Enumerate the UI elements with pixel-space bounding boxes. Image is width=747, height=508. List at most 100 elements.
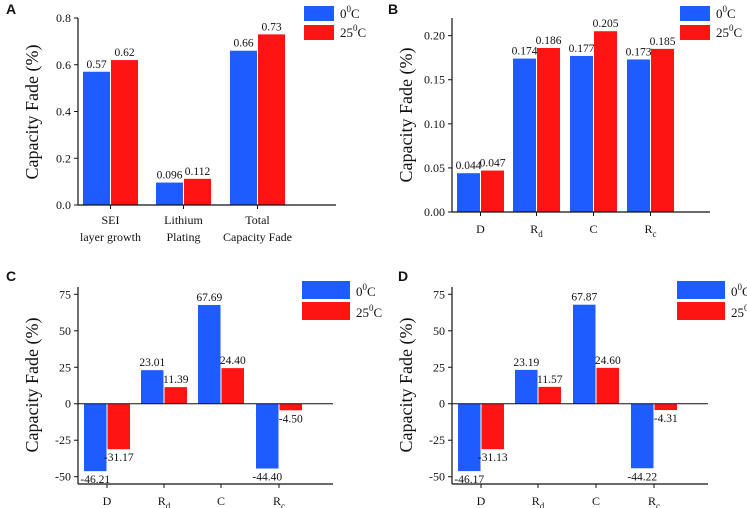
legend-swatch-0 xyxy=(302,281,350,299)
y-tick-label: 0.4 xyxy=(56,105,71,119)
data-label: 0.174 xyxy=(512,46,538,58)
legend-swatch-1 xyxy=(680,25,710,40)
y-tick-label: 0.00 xyxy=(424,205,445,219)
data-label: -44.22 xyxy=(627,471,657,483)
y-tick-label: 0.20 xyxy=(424,29,445,43)
x-tick-label: Rc xyxy=(644,222,656,239)
data-label: 0.57 xyxy=(86,59,106,71)
data-label: 0.112 xyxy=(185,166,211,178)
chart-panel-a: A Capacity Fade (%) 0.0 0.2 0.4 0.6 0.8 0.57 0.0… xyxy=(6,1,366,244)
y-tick-label: -50 xyxy=(55,470,71,484)
y-tick-label: 0.0 xyxy=(56,198,71,212)
legend-swatch-0 xyxy=(680,6,710,21)
bar-s0-3 xyxy=(627,59,650,213)
bar-s0-2 xyxy=(570,55,593,212)
data-label: 67.87 xyxy=(571,292,597,304)
data-label: 0.205 xyxy=(593,18,619,30)
data-label: 0.047 xyxy=(480,158,506,170)
legend-swatch-1 xyxy=(304,25,334,40)
data-label: 0.62 xyxy=(114,47,134,59)
bar-s0-0 xyxy=(83,71,110,205)
y-tick-label: 75 xyxy=(433,287,445,301)
bar-s0-1 xyxy=(156,182,183,205)
bar-s0-2 xyxy=(198,304,221,404)
legend-label-0: 00C xyxy=(716,4,736,21)
data-label: 0.177 xyxy=(569,43,595,55)
bar-s1-2 xyxy=(594,31,617,213)
x-tick-label: Rd xyxy=(532,494,545,508)
y-tick-label: 25 xyxy=(59,360,71,374)
data-label: -4.31 xyxy=(654,413,678,425)
panel-letter: D xyxy=(398,268,408,284)
data-label: -31.13 xyxy=(478,452,508,464)
x-tick-label: Rc xyxy=(273,494,285,508)
data-label: -46.17 xyxy=(454,474,484,486)
bar-s0-3 xyxy=(631,403,654,469)
chart-panel-c: C Capacity Fade (%) -50 -25 0 25 50 75 -46.21 23.… xyxy=(6,268,382,508)
legend-label-0: 00C xyxy=(731,282,747,299)
data-label: 0.186 xyxy=(536,35,562,47)
x-tick-label: D xyxy=(477,494,486,508)
bar-s0-3 xyxy=(256,403,279,469)
bar-s1-1 xyxy=(538,386,561,404)
x-tick-label: Plating xyxy=(166,230,200,244)
bar-s1-2 xyxy=(596,367,619,404)
x-tick-label: Rd xyxy=(158,494,171,508)
legend-swatch-1 xyxy=(677,302,725,320)
data-label: -31.17 xyxy=(104,452,134,464)
y-tick-label: 0.2 xyxy=(56,151,71,165)
y-tick-label: 50 xyxy=(433,324,445,338)
bar-s1-3 xyxy=(279,403,302,411)
bar-s1-2 xyxy=(258,34,285,205)
y-tick-label: 50 xyxy=(59,324,71,338)
bar-s1-0 xyxy=(481,403,504,450)
x-tick-label: Lithium xyxy=(164,213,203,227)
panel-letter: A xyxy=(6,1,16,17)
bar-s1-2 xyxy=(221,368,244,404)
y-tick-label: 0 xyxy=(65,397,71,411)
y-axis-label: Capacity Fade (%) xyxy=(396,318,417,453)
x-tick-label: D xyxy=(103,494,112,508)
y-tick-label: 75 xyxy=(59,287,71,301)
y-tick-label: -25 xyxy=(55,433,71,447)
data-label: -4.50 xyxy=(279,413,303,425)
y-tick-label: 25 xyxy=(433,360,445,374)
y-axis-label: Capacity Fade (%) xyxy=(22,45,43,180)
panel-letter: B xyxy=(388,1,398,17)
bar-s0-1 xyxy=(141,370,164,404)
bar-s0-0 xyxy=(458,403,481,472)
bar-s0-1 xyxy=(513,58,536,213)
x-tick-label: C xyxy=(217,494,225,508)
data-label: 67.69 xyxy=(196,292,222,304)
bar-s0-0 xyxy=(84,403,107,472)
data-label: 0.185 xyxy=(650,36,676,48)
y-tick-label: 0.8 xyxy=(56,11,71,25)
x-tick-label: SEI xyxy=(102,213,120,227)
bar-s0-2 xyxy=(230,50,257,205)
bar-s1-3 xyxy=(654,403,677,411)
chart-panel-d: D Capacity Fade (%) -50 -25 0 25 50 75 -46.17 23.… xyxy=(396,268,747,508)
legend-swatch-0 xyxy=(677,281,725,299)
data-label: 0.173 xyxy=(626,46,652,58)
x-tick-label: Rd xyxy=(530,222,543,239)
y-tick-label: 0.15 xyxy=(424,73,445,87)
y-tick-label: -25 xyxy=(429,433,445,447)
legend-label-1: 250C xyxy=(356,303,382,320)
x-tick-label: layer growth xyxy=(80,230,141,244)
bar-s1-1 xyxy=(537,47,560,213)
data-label: 23.19 xyxy=(513,357,539,369)
data-label: 24.40 xyxy=(220,355,246,367)
bar-s0-0 xyxy=(457,173,480,212)
y-axis-label: Capacity Fade (%) xyxy=(22,318,43,453)
legend-swatch-1 xyxy=(302,302,350,320)
y-tick-label: 0 xyxy=(439,397,445,411)
bar-s1-1 xyxy=(184,178,211,205)
data-label: 0.66 xyxy=(233,38,253,50)
bar-s0-2 xyxy=(573,304,596,404)
bar-s1-0 xyxy=(107,403,130,450)
data-label: 24.60 xyxy=(595,355,621,367)
y-tick-label: -50 xyxy=(429,470,445,484)
legend-label-1: 250C xyxy=(731,303,747,320)
data-label: -46.21 xyxy=(80,474,110,486)
